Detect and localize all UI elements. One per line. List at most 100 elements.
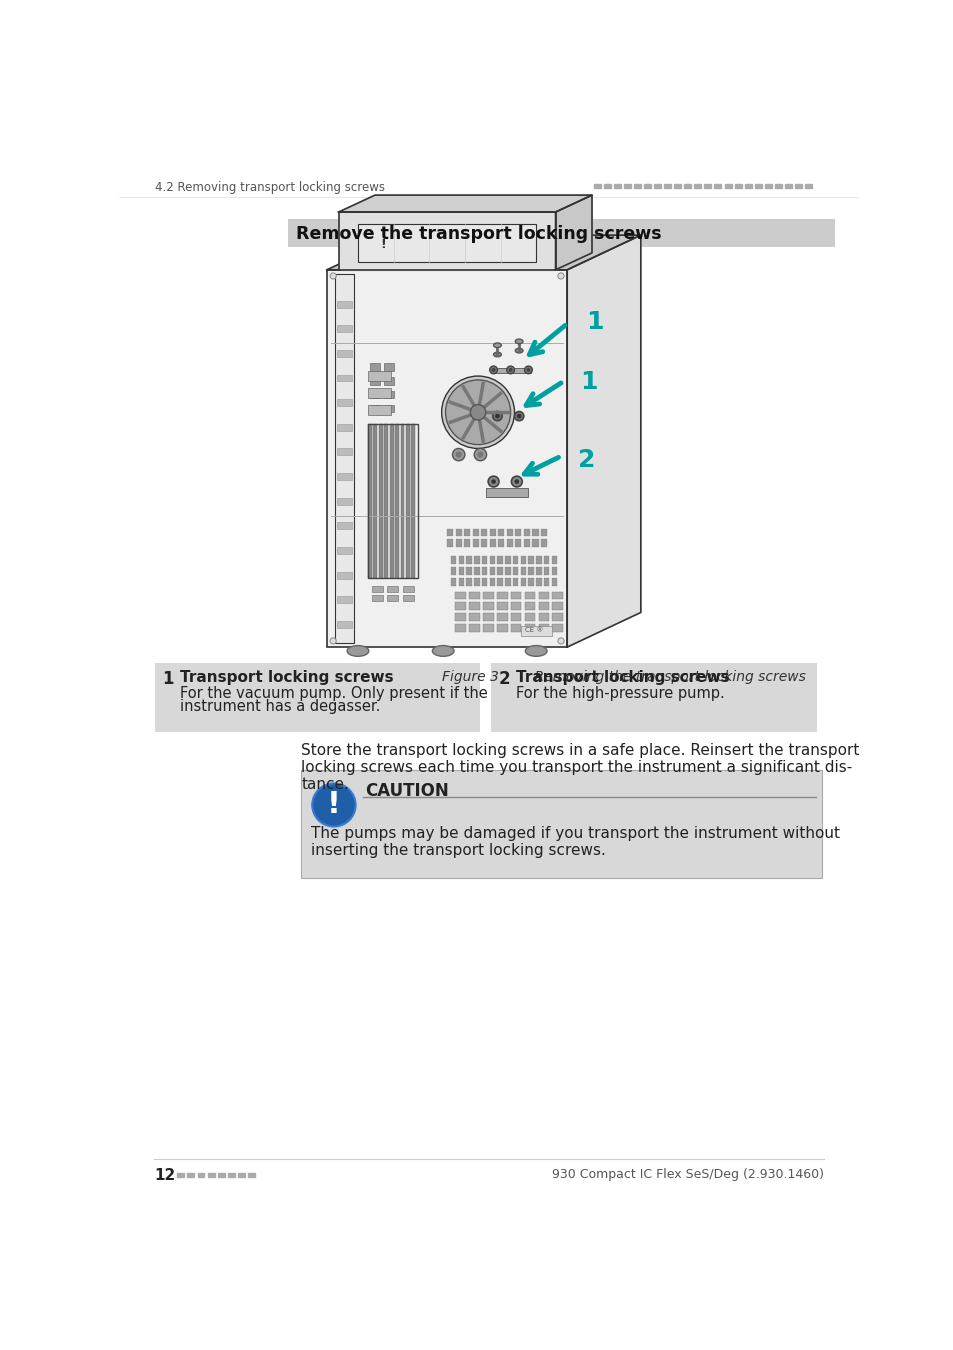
Bar (327, 270, 567, 647)
Bar (384, 424, 388, 578)
Bar (197, 1173, 204, 1177)
Bar (552, 624, 562, 632)
Bar (456, 528, 461, 536)
Bar (528, 556, 534, 564)
Circle shape (452, 448, 464, 460)
Bar (368, 424, 372, 578)
Bar (455, 602, 465, 610)
Bar (336, 301, 352, 308)
Text: For the high-pressure pump.: For the high-pressure pump. (516, 686, 724, 701)
Bar (497, 567, 502, 575)
Circle shape (330, 637, 335, 644)
Bar (455, 591, 465, 599)
Bar (447, 528, 453, 536)
Bar (633, 185, 640, 188)
Bar (523, 539, 530, 547)
Bar (468, 591, 479, 599)
Bar (497, 556, 502, 564)
Bar (480, 539, 487, 547)
Bar (537, 624, 549, 632)
Bar (154, 663, 480, 732)
Bar (336, 547, 352, 553)
Bar (543, 556, 549, 564)
Bar (368, 389, 391, 398)
Bar (654, 185, 660, 188)
Bar (537, 591, 549, 599)
Bar (384, 363, 394, 371)
Circle shape (526, 369, 530, 371)
Bar (482, 613, 493, 621)
Ellipse shape (525, 645, 546, 656)
Bar (551, 567, 557, 575)
Circle shape (491, 369, 495, 371)
Bar (663, 185, 670, 188)
Circle shape (514, 412, 523, 421)
Bar (370, 405, 379, 412)
Bar (466, 578, 472, 586)
Bar (373, 424, 377, 578)
Bar (370, 363, 379, 371)
Bar (537, 602, 549, 610)
Bar (384, 390, 394, 398)
Bar (497, 602, 507, 610)
Bar (466, 567, 472, 575)
Bar (378, 424, 382, 578)
Bar (764, 185, 771, 188)
Bar (368, 424, 418, 578)
Bar (593, 185, 599, 188)
Text: Transport locking screws: Transport locking screws (179, 670, 393, 686)
Bar (794, 185, 801, 188)
Text: !: ! (327, 791, 340, 819)
Circle shape (508, 369, 512, 371)
Bar (458, 578, 464, 586)
Bar (489, 567, 495, 575)
Bar (543, 567, 549, 575)
Bar (458, 567, 464, 575)
Bar (458, 556, 464, 564)
Bar (505, 556, 510, 564)
Bar (370, 390, 379, 398)
Bar (481, 567, 487, 575)
Bar (744, 185, 751, 188)
Bar (301, 771, 821, 878)
Bar (524, 613, 535, 621)
Bar (177, 1173, 184, 1177)
Ellipse shape (347, 645, 369, 656)
Bar (603, 185, 610, 188)
Bar (543, 578, 549, 586)
Text: 1: 1 (586, 310, 603, 333)
Bar (336, 571, 352, 579)
Bar (497, 539, 504, 547)
Bar (524, 602, 535, 610)
Bar (714, 185, 720, 188)
Bar (497, 591, 507, 599)
Bar (400, 424, 404, 578)
Text: Figure 3: Figure 3 (441, 670, 498, 684)
Bar (480, 528, 487, 536)
Circle shape (441, 377, 514, 448)
FancyBboxPatch shape (288, 219, 834, 247)
Bar (456, 539, 461, 547)
Bar (510, 613, 521, 621)
Bar (387, 595, 397, 601)
Bar (336, 472, 352, 481)
Bar (734, 185, 740, 188)
Bar (336, 621, 352, 628)
Bar (536, 556, 541, 564)
Bar (515, 539, 521, 547)
Bar (497, 578, 502, 586)
Bar (694, 185, 700, 188)
Bar (336, 374, 352, 382)
Bar (492, 367, 530, 373)
Bar (510, 624, 521, 632)
Text: The pumps may be damaged if you transport the instrument without: The pumps may be damaged if you transpor… (311, 826, 839, 841)
Text: 930 Compact IC Flex SeS/Deg (2.930.1460): 930 Compact IC Flex SeS/Deg (2.930.1460) (551, 1168, 822, 1181)
Bar (336, 424, 352, 431)
Bar (455, 613, 465, 621)
Bar (474, 567, 479, 575)
Bar (336, 597, 352, 603)
Text: 2: 2 (498, 670, 510, 688)
Bar (464, 528, 470, 536)
Polygon shape (338, 196, 592, 212)
Bar (372, 595, 382, 601)
